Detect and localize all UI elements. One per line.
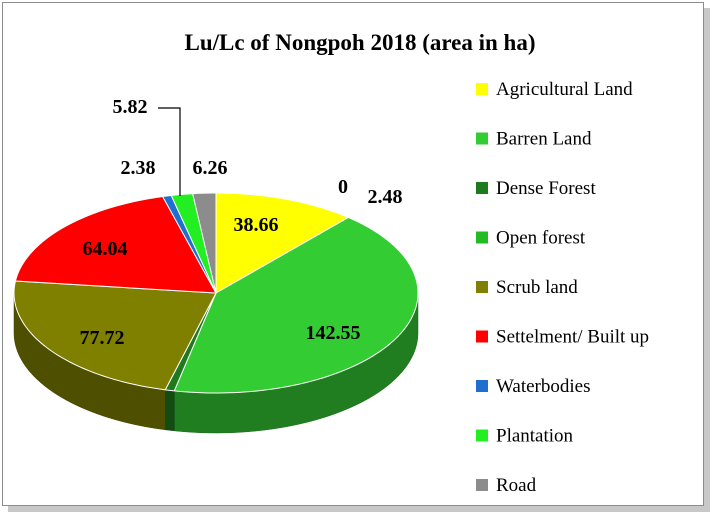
- pie-side-dense-forest: [165, 389, 175, 432]
- data-label-scrub-land: 77.72: [80, 327, 125, 349]
- data-label-plantation: 5.82: [113, 96, 148, 118]
- leader-line-plantation: [158, 107, 181, 196]
- legend-label-agricultural-land: Agricultural Land: [496, 79, 633, 100]
- legend-label-waterbodies: Waterbodies: [496, 376, 591, 397]
- legend-swatch-barren-land: [476, 132, 488, 145]
- data-label-agricultural-land: 38.66: [234, 214, 279, 236]
- legend-label-barren-land: Barren Land: [496, 129, 592, 150]
- legend-label-road: Road: [496, 475, 537, 496]
- legend-swatch-road: [476, 479, 488, 491]
- legend-swatch-plantation: [476, 429, 488, 442]
- data-label-settelment-built-up: 64.04: [83, 238, 128, 260]
- legend-swatch-open-forest: [476, 231, 488, 244]
- pie-slices: [13, 192, 419, 394]
- legend-swatch-agricultural-land: [476, 83, 488, 95]
- data-label-waterbodies: 2.38: [121, 157, 156, 179]
- legend-swatch-waterbodies: [476, 380, 488, 392]
- data-label-road: 6.26: [193, 157, 228, 179]
- legend: Agricultural Land Barren Land Dense Forest…: [476, 79, 649, 496]
- legend-label-settelment-built-up: Settelment/ Built up: [496, 327, 649, 348]
- pie-slice-road: [192, 192, 217, 294]
- legend-swatch-dense-forest: [476, 182, 488, 194]
- pie-side-walls: [13, 292, 419, 434]
- data-labels: 38.66 142.55 2.48 0 77.72 64.04 2.38 5.82 6.26: [80, 96, 403, 349]
- legend-label-plantation: Plantation: [496, 426, 574, 447]
- chart-title: Lu/Lc of Nongpoh 2018 (area in ha): [184, 30, 536, 55]
- legend-swatch-settelment-built-up: [476, 330, 488, 343]
- pie-slice-scrub-land: [13, 280, 217, 391]
- pie-slice-plantation: [170, 193, 217, 294]
- legend-label-dense-forest: Dense Forest: [496, 178, 596, 199]
- pie-slice-agricultural-land: [215, 192, 350, 294]
- legend-label-scrub-land: Scrub land: [496, 277, 578, 298]
- data-label-dense-forest: 2.48: [368, 186, 403, 208]
- pie-slice-settelment-built-up: [14, 196, 217, 294]
- legend-label-open-forest: Open forest: [496, 228, 586, 249]
- data-label-barren-land: 142.55: [306, 322, 361, 344]
- data-label-open-forest: 0: [338, 176, 348, 198]
- legend-swatch-scrub-land: [476, 281, 488, 293]
- pie-slice-barren-land: [173, 216, 419, 394]
